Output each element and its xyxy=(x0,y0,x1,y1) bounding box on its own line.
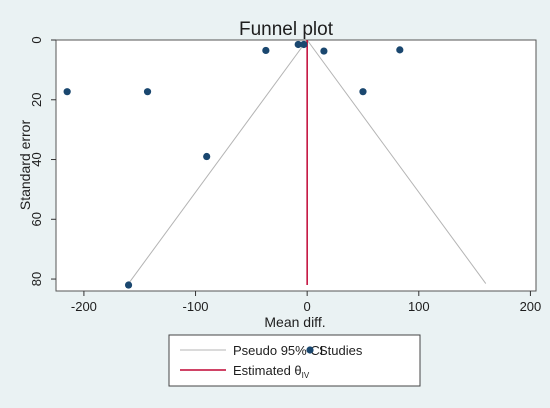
legend-swatch-dot xyxy=(306,346,314,354)
y-tick-label: 40 xyxy=(29,152,44,166)
x-axis: -200 -100 0 100 200 xyxy=(71,291,541,314)
legend-box xyxy=(168,334,421,387)
x-tick-label: -100 xyxy=(183,299,209,314)
legend-item-label: Estimated θIV xyxy=(233,363,310,380)
legend-item-subscript: IV xyxy=(302,371,310,380)
legend-item-label: Studies xyxy=(319,343,363,358)
study-point xyxy=(396,46,404,54)
y-tick-label: 80 xyxy=(29,272,44,286)
chart-title: Funnel plot xyxy=(239,19,334,40)
x-tick-label: 100 xyxy=(408,299,430,314)
study-point xyxy=(203,152,211,161)
study-point xyxy=(359,88,367,96)
funnel-right-ci-line xyxy=(306,39,487,284)
study-point xyxy=(262,46,270,55)
study-point xyxy=(124,281,133,289)
funnel-left-ci-line xyxy=(128,39,308,284)
x-tick-label: -200 xyxy=(71,299,97,314)
legend-item-label: Pseudo 95% CI xyxy=(233,343,323,358)
study-point xyxy=(63,88,71,96)
study-point xyxy=(320,47,328,55)
plot-marks xyxy=(63,39,487,289)
x-axis-label: Mean diff. xyxy=(264,314,325,330)
y-axis-label: Standard error xyxy=(17,120,33,211)
y-tick-label: 0 xyxy=(29,36,44,43)
plot-area xyxy=(55,39,537,292)
x-tick-label: 200 xyxy=(520,299,542,314)
y-tick-label: 20 xyxy=(29,93,44,107)
study-point xyxy=(294,40,302,49)
x-tick-label: 0 xyxy=(304,299,311,314)
y-tick-label: 60 xyxy=(29,212,44,226)
study-point xyxy=(143,88,152,96)
y-axis: 0 20 40 60 80 xyxy=(29,36,56,286)
study-point xyxy=(300,40,308,49)
